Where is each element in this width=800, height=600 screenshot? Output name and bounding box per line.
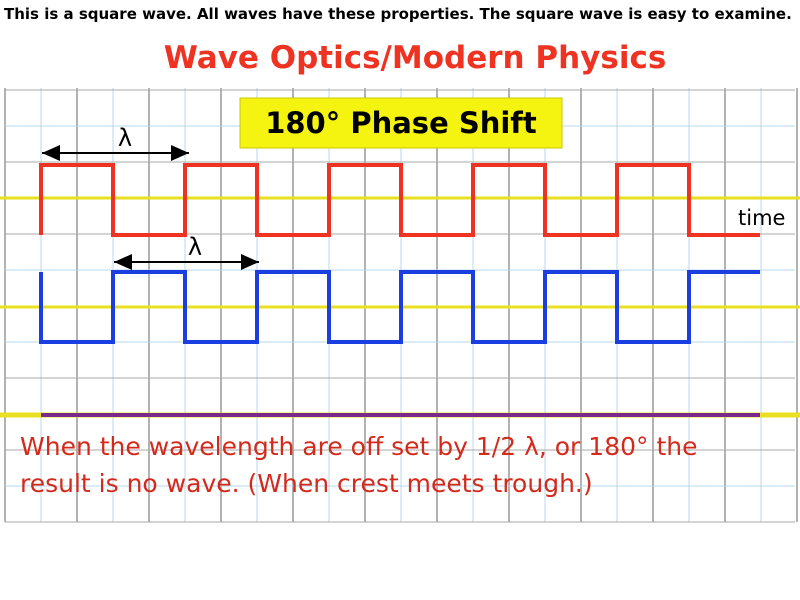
- title: Wave Optics/Modern Physics: [163, 40, 667, 76]
- wavelength-label: λ: [188, 233, 202, 261]
- label-box: [239, 97, 563, 149]
- axis-label: time: [738, 206, 785, 230]
- box-label: 180° Phase Shift: [265, 106, 537, 140]
- caption: When the wavelength are off set by 1/2 λ…: [20, 432, 698, 498]
- red-wave: [39, 163, 760, 237]
- wavelength-label: λ: [118, 124, 132, 152]
- header-note: This is a square wave. All waves have th…: [4, 5, 792, 23]
- blue-wave: [39, 270, 760, 344]
